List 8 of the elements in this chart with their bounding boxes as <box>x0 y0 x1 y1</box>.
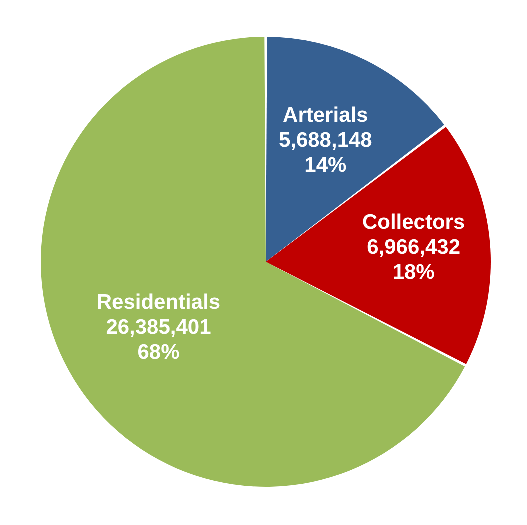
slice-label: Arterials <box>283 103 368 126</box>
data-label: 26,385,401 68% <box>106 316 212 364</box>
pie-slice <box>266 127 491 364</box>
slice-label: Collectors <box>362 210 466 234</box>
data-label: 5,688,148 14% <box>278 128 373 176</box>
pie-slice <box>41 37 466 487</box>
data-label: 6,966,432 18% <box>367 236 461 284</box>
slice-label: Residentials <box>96 290 221 314</box>
